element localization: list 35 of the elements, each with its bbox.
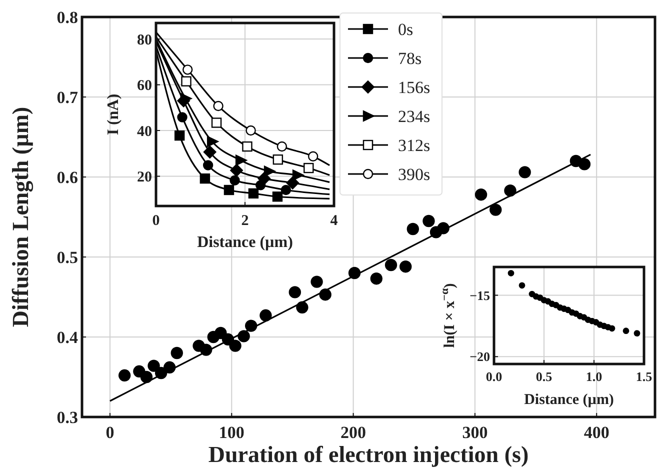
- y-tick-label: 60: [137, 78, 152, 94]
- legend-label: 0s: [398, 20, 414, 39]
- x-tick-label: 400: [584, 423, 610, 442]
- x-tick-label: 0: [106, 423, 114, 442]
- legend-label: 234s: [398, 106, 430, 126]
- y-tick-label: 20: [137, 170, 152, 186]
- x-tick-label: 1.0: [586, 369, 602, 384]
- y-tick-label: 0.3: [56, 408, 78, 427]
- y-tick-label: −20: [470, 349, 490, 364]
- y-axis-title: Diffusion Length (µm): [8, 106, 34, 328]
- x-tick-label: 1.5: [636, 369, 653, 384]
- x-tick-label: 200: [340, 423, 366, 442]
- x-tick-label: 0.5: [536, 369, 553, 384]
- y-tick-label: 0.7: [56, 88, 78, 107]
- x-axis-title: Distance (µm): [524, 392, 614, 408]
- legend-label: 156s: [398, 78, 430, 97]
- x-tick-label: 0.0: [486, 369, 502, 384]
- y-tick-label: 0.4: [56, 328, 78, 347]
- y-axis-title: I (nA): [105, 94, 122, 136]
- x-tick-label: 0: [152, 213, 160, 229]
- x-axis-title: Duration of electron injection (s): [208, 442, 529, 467]
- x-tick-label: 2: [241, 213, 249, 229]
- y-tick-label: 0.8: [56, 8, 78, 27]
- y-tick-label: 80: [137, 32, 152, 48]
- x-tick-label: 100: [218, 423, 244, 442]
- y-tick-label: 40: [137, 124, 152, 140]
- y-tick-label: 0.6: [56, 168, 78, 187]
- x-tick-label: 4: [330, 213, 338, 229]
- x-axis-title: Distance (µm): [197, 234, 293, 251]
- x-tick-label: 300: [462, 423, 488, 442]
- legend-label: 390s: [398, 164, 430, 184]
- legend-label: 78s: [398, 48, 422, 68]
- legend-label: 312s: [398, 136, 430, 155]
- y-tick-label: −15: [470, 288, 490, 303]
- y-tick-label: 0.5: [56, 248, 78, 267]
